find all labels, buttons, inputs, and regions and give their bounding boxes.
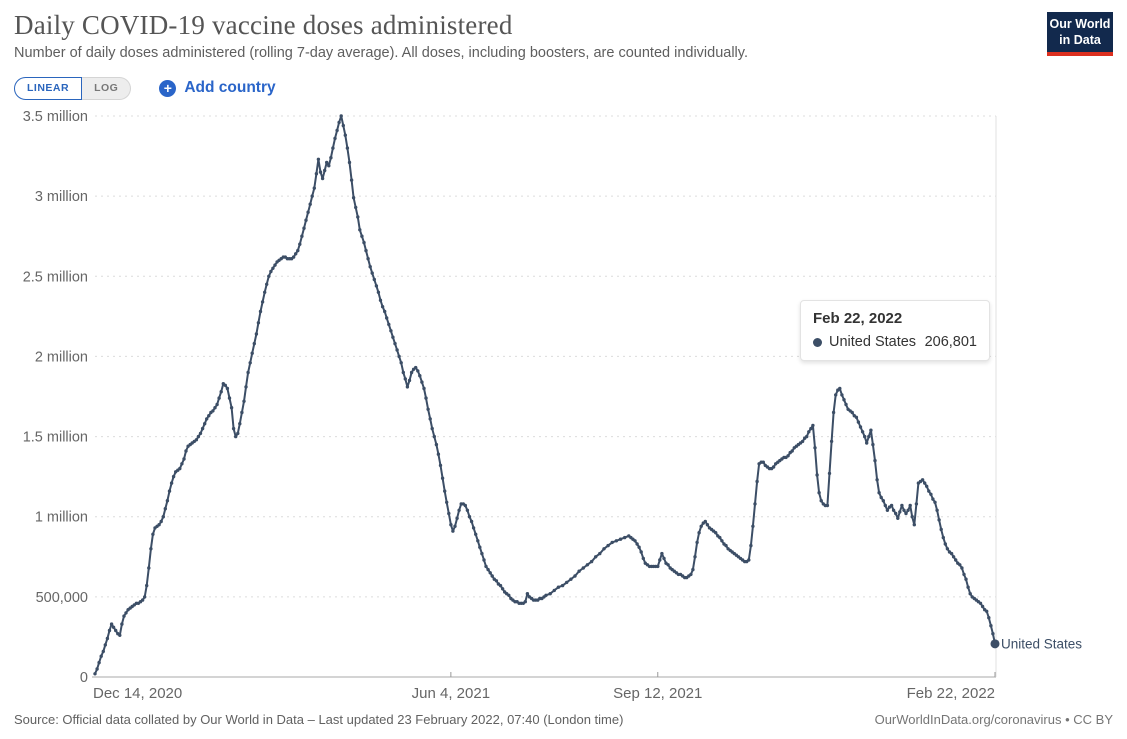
y-axis-label: 0: [80, 670, 88, 686]
series-end-label: United States: [1001, 636, 1082, 651]
y-axis-label: 1 million: [35, 510, 88, 526]
y-axis-label: 500,000: [36, 590, 88, 606]
y-axis-label: 2 million: [35, 349, 88, 365]
y-axis-label: 1.5 million: [23, 430, 88, 446]
tooltip-series-row: United States 206,801: [813, 334, 977, 350]
tooltip: Feb 22, 2022 United States 206,801: [800, 300, 990, 361]
x-axis-label: Feb 22, 2022: [907, 685, 995, 702]
tooltip-series-name: United States: [829, 334, 917, 350]
logo-line-2: in Data: [1059, 32, 1101, 47]
series-color-dot: [813, 337, 822, 347]
tooltip-series-value: 206,801: [924, 334, 977, 350]
x-axis-label: Dec 14, 2020: [93, 685, 182, 702]
add-country-label: Add country: [184, 79, 276, 97]
y-axis-label: 3.5 million: [23, 109, 88, 125]
logo-line-1: Our World: [1049, 17, 1111, 31]
x-axis-label: Sep 12, 2021: [613, 685, 702, 702]
y-axis-label: 3 million: [35, 189, 88, 205]
source-note: Source: Official data collated by Our Wo…: [14, 712, 624, 727]
log-scale-button[interactable]: LOG: [82, 77, 132, 100]
owid-logo[interactable]: Our World in Data: [1047, 12, 1113, 57]
page-title: Daily COVID-19 vaccine doses administere…: [14, 10, 513, 40]
x-axis-label: Jun 4, 2021: [412, 685, 490, 702]
tooltip-date: Feb 22, 2022: [813, 310, 903, 327]
footer-link[interactable]: OurWorldInData.org/coronavirus • CC BY: [874, 712, 1113, 727]
series-line-united-states[interactable]: [94, 115, 996, 675]
chart-controls: LINEAR LOG Add country: [14, 77, 276, 100]
plus-circle-icon: [159, 79, 177, 97]
series-end-dot[interactable]: [990, 639, 1000, 649]
y-axis-label: 2.5 million: [23, 269, 88, 285]
series-markers: [93, 114, 997, 676]
linear-scale-button[interactable]: LINEAR: [14, 77, 83, 100]
scale-toggle: LINEAR LOG: [14, 77, 132, 100]
chart-subtitle: Number of daily doses administered (roll…: [14, 45, 748, 61]
add-country-button[interactable]: Add country: [159, 79, 276, 97]
